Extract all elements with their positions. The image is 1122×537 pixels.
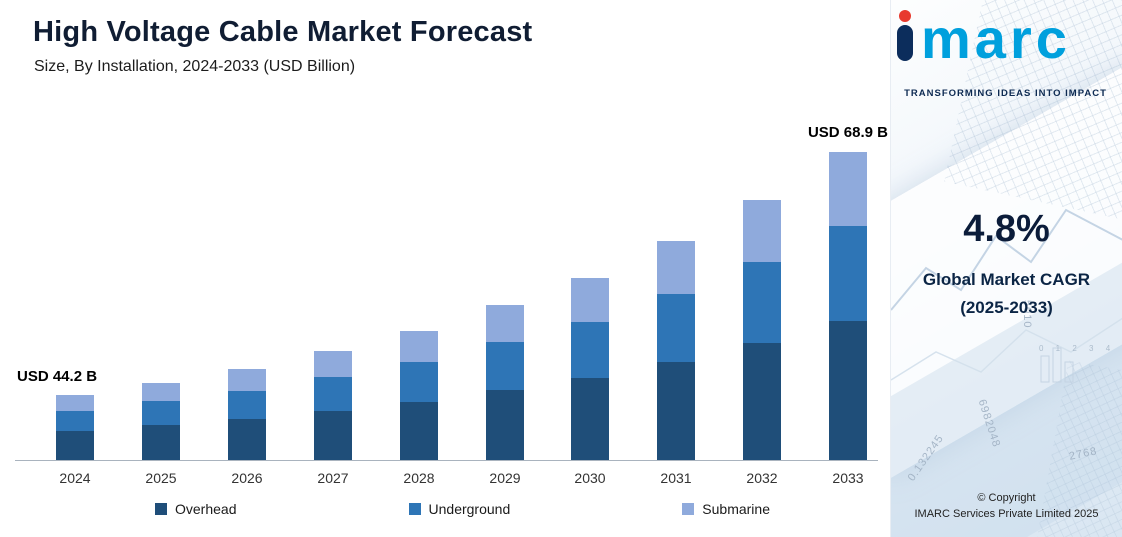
copyright-line2: IMARC Services Private Limited 2025	[914, 508, 1099, 521]
cagr-value: 4.8%	[963, 208, 1050, 250]
copyright: © Copyright IMARC Services Private Limit…	[891, 491, 1122, 523]
x-axis-label: 2027	[317, 470, 349, 486]
bar-segment-submarine	[571, 278, 609, 322]
legend-swatch	[408, 503, 421, 515]
bar-2030	[571, 278, 609, 460]
legend-label: Overhead	[175, 501, 237, 517]
bar-segment-overhead	[56, 431, 94, 460]
data-label-last-total: USD 68.9 B	[807, 124, 889, 141]
x-axis-label: 2032	[746, 470, 778, 486]
x-axis-label: 2028	[403, 470, 435, 486]
bar-segment-overhead	[142, 425, 180, 460]
bar-segment-overhead	[228, 419, 266, 460]
bar-segment-underground	[400, 362, 438, 402]
bar-2025	[142, 383, 180, 460]
background-number: 2768	[1068, 445, 1099, 463]
imarc-logo-red-dot-icon	[899, 10, 911, 22]
bar-segment-underground	[314, 377, 352, 411]
bar-segment-overhead	[571, 378, 609, 460]
legend-label: Underground	[428, 501, 511, 517]
bar-2032	[743, 200, 781, 460]
bar-2031	[657, 241, 695, 460]
bar-segment-overhead	[657, 362, 695, 460]
imarc-logo-i-mark	[897, 10, 913, 61]
bar-segment-submarine	[486, 305, 524, 342]
bar-segment-overhead	[743, 343, 781, 460]
page-title: High Voltage Cable Market Forecast	[33, 16, 533, 48]
x-axis-line	[15, 460, 878, 461]
bar-segment-submarine	[56, 395, 94, 411]
bar-segment-submarine	[743, 200, 781, 262]
bar-2033	[829, 152, 867, 460]
bar-segment-underground	[743, 262, 781, 343]
bar-2027	[314, 351, 352, 460]
imarc-logo-text: marc	[921, 7, 1071, 71]
bar-segment-submarine	[657, 241, 695, 294]
bar-segment-submarine	[400, 331, 438, 362]
x-axis-label: 2026	[231, 470, 263, 486]
x-axis-label: 2025	[145, 470, 177, 486]
imarc-logo-i-stem	[897, 25, 913, 61]
bar-2024	[56, 395, 94, 460]
bar-segment-underground	[228, 391, 266, 419]
legend-swatch	[155, 503, 167, 515]
cagr-range: (2025-2033)	[960, 298, 1053, 317]
bar-segment-underground	[486, 342, 524, 390]
bar-segment-submarine	[829, 152, 867, 226]
x-axis-label: 2024	[59, 470, 91, 486]
chart-subtitle: Size, By Installation, 2024-2033 (USD Bi…	[34, 58, 356, 75]
bar-segment-submarine	[228, 369, 266, 391]
bar-segment-overhead	[400, 402, 438, 460]
bar-2028	[400, 331, 438, 460]
chart-section: High Voltage Cable Market Forecast Size,…	[15, 16, 889, 517]
bar-segment-underground	[142, 401, 180, 425]
background-number: 0.132245	[905, 432, 947, 484]
legend-item-submarine: Submarine	[682, 501, 770, 517]
bar-segment-overhead	[314, 411, 352, 460]
bar-segment-submarine	[314, 351, 352, 377]
bar-2026	[228, 369, 266, 460]
brand-panel: 5010 0 1 2 3 4 0.132245 6982048 2768 mar…	[890, 0, 1122, 537]
bar-segment-overhead	[486, 390, 524, 460]
copyright-line1: © Copyright	[977, 492, 1036, 505]
bar-segment-underground	[829, 226, 867, 321]
plot-area: USD 44.2 B USD 68.9 B 2024 2025 2026 2027 20…	[15, 120, 888, 486]
legend: Overhead Underground Submarine	[155, 501, 770, 517]
imarc-logo: marc	[897, 7, 1112, 71]
legend-item-underground: Underground	[408, 501, 511, 517]
x-axis-label: 2029	[489, 470, 521, 486]
legend-swatch	[682, 503, 695, 515]
x-axis-label: 2033	[832, 470, 864, 486]
bar-segment-overhead	[829, 321, 867, 460]
background-number: 0 1 2 3 4	[1039, 344, 1116, 353]
x-axis-label: 2031	[660, 470, 692, 486]
bar-segment-underground	[56, 411, 94, 431]
bar-2029	[486, 305, 524, 460]
background-number: 6982048	[975, 398, 1003, 450]
legend-label: Submarine	[702, 501, 770, 517]
bar-segment-submarine	[142, 383, 180, 401]
cagr-label: Global Market CAGR	[922, 270, 1091, 289]
x-axis-label: 2030	[574, 470, 606, 486]
data-label-first-total: USD 44.2 B	[17, 368, 98, 385]
bar-segment-underground	[571, 322, 609, 378]
brand-tagline: TRANSFORMING IDEAS INTO IMPACT	[904, 88, 1107, 99]
bar-segment-underground	[657, 294, 695, 362]
legend-item-overhead: Overhead	[155, 501, 236, 517]
